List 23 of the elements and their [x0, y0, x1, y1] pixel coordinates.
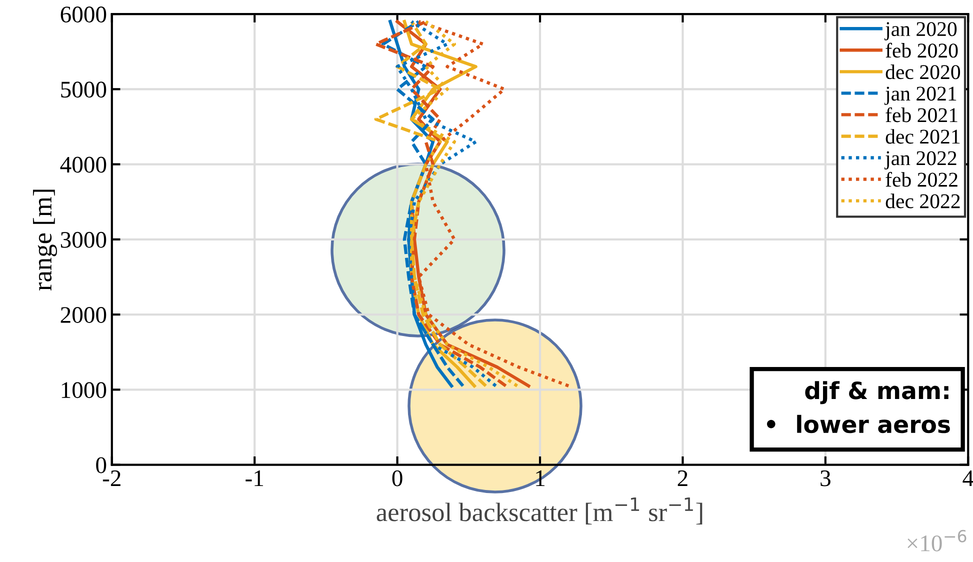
- y-tick-label: 4000: [60, 156, 106, 173]
- y-axis-title: range [m]: [33, 190, 58, 291]
- legend-label: jan 2020: [884, 22, 957, 40]
- x-tick-label: 0: [392, 470, 402, 486]
- legend-label: feb 2021: [886, 107, 958, 122]
- legend-label: jan 2022: [884, 151, 956, 170]
- x-tick-label: -1: [246, 470, 264, 486]
- legend-label: dec 2022: [886, 194, 960, 208]
- annotation: djf & mam: • lower aeros: [767, 381, 950, 434]
- y-tick-label: 1000: [62, 382, 106, 398]
- text: ×10$^{−6}$: [908, 530, 966, 552]
- x-axis-title: aerosol backscatter [m$^{−1}$ sr$^{−1}$]: [376, 497, 702, 525]
- y-tick-label: 2000: [60, 307, 106, 323]
- legend-label: dec 2020: [886, 64, 960, 80]
- x-tick-label: 2: [678, 470, 688, 486]
- y-tick-label: 6000: [60, 6, 106, 22]
- legend-label: dec 2021: [886, 129, 960, 144]
- y-tick-label: 5000: [61, 82, 106, 98]
- legend-label: jan 2021: [884, 86, 956, 105]
- x-tick-label: 3: [820, 470, 830, 486]
- legend-label: feb 2020: [886, 42, 958, 58]
- y-tick-label: 3000: [60, 232, 106, 248]
- legend-label: feb 2022: [886, 172, 958, 187]
